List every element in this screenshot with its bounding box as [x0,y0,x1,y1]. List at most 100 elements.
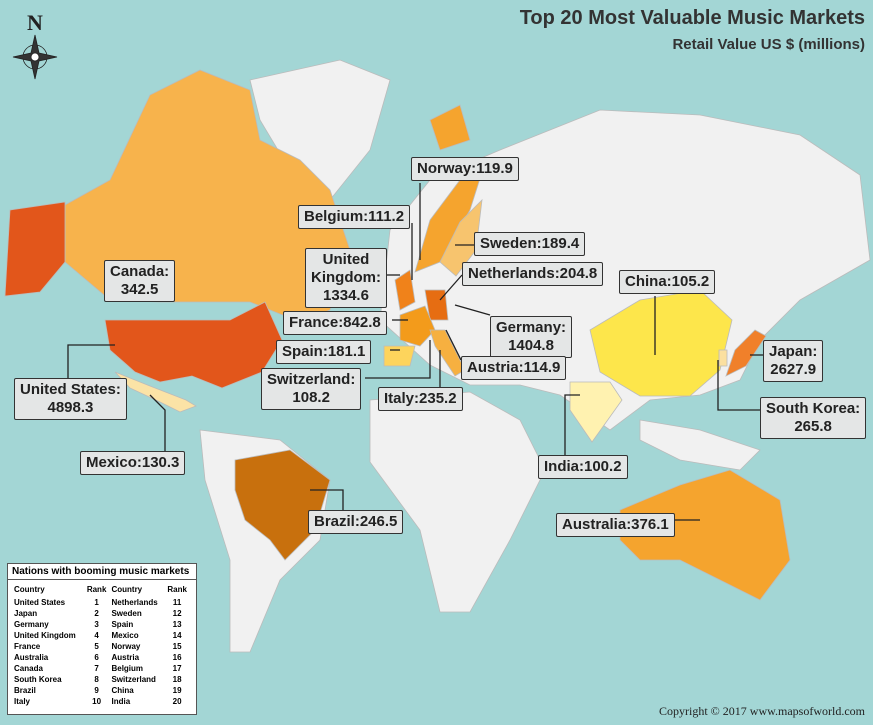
china [589,289,733,397]
country: China [111,686,134,695]
country: Switzerland [111,675,156,684]
market-label: Japan: 2627.9 [763,340,824,382]
africa [369,391,546,613]
column-header: Country [111,585,143,594]
country: Brazil [14,686,36,695]
label-line: France:842.8 [289,314,381,331]
label-line: Sweden:189.4 [480,235,580,252]
label-line: 2627.9 [770,361,817,378]
rank: 17 [172,664,182,673]
compass-rose [12,34,58,80]
rank: 19 [172,686,182,695]
market-label: China:105.2 [619,270,716,294]
market-label: Sweden:189.4 [474,232,586,256]
rank: 12 [172,609,182,618]
country: United States [14,598,66,607]
rank-table: Nations with booming music markets Count… [7,563,197,715]
market-label: Canada: 342.5 [104,260,176,302]
label-line: Germany: [496,319,567,336]
country: Spain [111,620,134,629]
country: Netherlands [111,598,158,607]
market-label: Norway:119.9 [411,157,519,181]
svalbard [429,104,471,151]
country: Sweden [111,609,142,618]
table-row: Brazil 9 China 19 [12,685,190,696]
label-line: Norway:119.9 [417,160,513,177]
map-subtitle: Retail Value US $ (millions) [672,36,865,53]
rank: 5 [94,642,99,651]
rank: 14 [172,631,182,640]
rank: 3 [94,620,99,629]
label-line: 342.5 [120,281,159,298]
label-line: United [322,251,370,268]
table-row: United Kingdom 4 Mexico 14 [12,630,190,641]
country: South Korea [14,675,62,684]
country: Canada [14,664,43,673]
uk [394,269,416,311]
country: France [14,642,41,651]
market-label: Switzerland: 108.2 [261,368,362,410]
rank: 10 [92,697,102,706]
market-label: Australia:376.1 [556,513,675,537]
rank: 7 [94,664,99,673]
market-label: France:842.8 [283,311,387,335]
label-line: 1334.6 [323,287,369,304]
country: Japan [14,609,38,618]
brazil [234,449,331,561]
market-label: Spain:181.1 [276,340,372,364]
rank: 20 [172,697,182,706]
rank: 13 [172,620,182,629]
label-line: Belgium:111.2 [304,208,405,225]
market-label: Germany: 1404.8 [490,316,573,358]
column-header: Rank [167,585,187,594]
table-row: Canada 7 Belgium 17 [12,663,190,674]
country: Norway [111,642,141,651]
label-line: Brazil:246.5 [314,513,398,530]
market-label: Mexico:130.3 [80,451,186,475]
label-line: India:100.2 [544,458,622,475]
alaska [4,201,66,297]
rank: 9 [94,686,99,695]
market-label: Netherlands:204.8 [462,262,604,286]
rank: 11 [172,598,182,607]
column-header: Country [14,585,45,594]
label-line: 265.8 [794,418,832,435]
rank: 6 [94,653,99,662]
table-row: Japan 2 Sweden 12 [12,608,190,619]
japan [725,329,767,377]
table-grid: Country Rank Country Rank United States 1 Neth… [12,583,190,707]
rank: 16 [172,653,182,662]
spain [383,345,416,367]
leader-lines [67,183,763,521]
se-asia [639,419,761,471]
label-line: Kingdom: [311,269,381,286]
label-line: 4898.3 [47,399,94,416]
rank: 8 [94,675,99,684]
country: Belgium [111,664,144,673]
south-korea [718,349,728,367]
greenland [249,59,391,201]
market-label: Italy:235.2 [378,387,463,411]
compass-north: N [27,10,43,35]
label-line: Canada: [110,263,170,280]
usa [104,301,283,389]
sweden [439,198,483,277]
label-line: Australia:376.1 [562,516,669,533]
india [569,381,623,443]
table-row: Italy 10 India 20 [12,696,190,707]
copyright: Copyright © 2017 www.mapsofworld.com [659,704,865,718]
label-line: Netherlands:204.8 [468,265,598,282]
market-label: United States: 4898.3 [14,378,127,420]
label-line: Switzerland: [267,371,356,388]
market-label: Belgium:111.2 [298,205,411,229]
country: Australia [14,653,49,662]
label-line: Japan: [769,343,818,360]
market-label: Austria:114.9 [461,356,567,380]
label-line: South Korea: [766,400,861,417]
mexico [114,371,197,413]
label-line: Mexico:130.3 [86,454,180,471]
market-label: South Korea: 265.8 [760,397,867,439]
label-line: Italy:235.2 [384,390,457,407]
rank: 2 [94,609,99,618]
